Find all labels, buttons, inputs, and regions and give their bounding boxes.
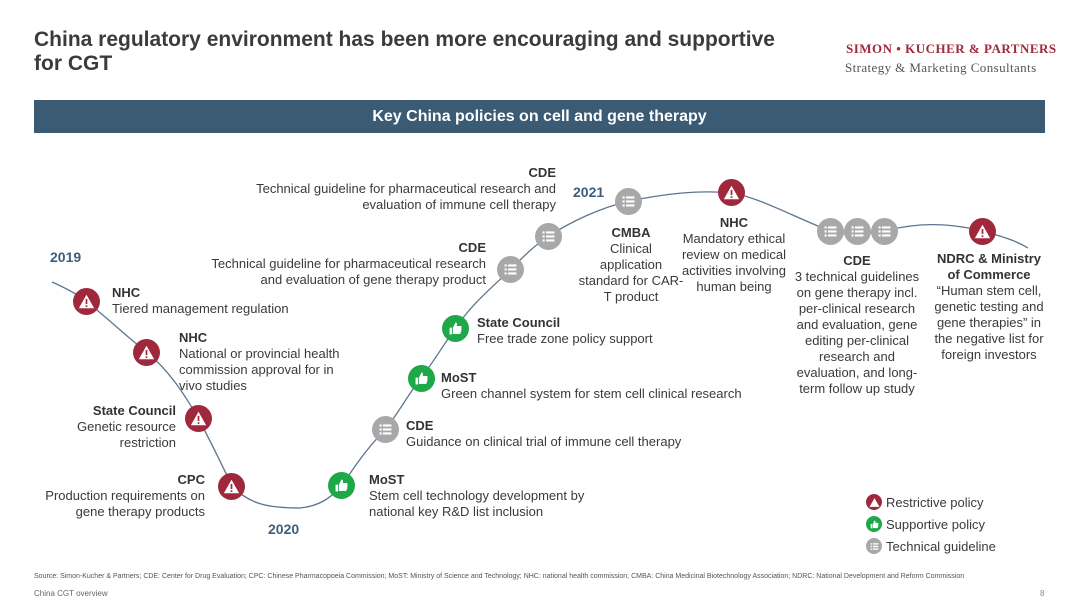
event-cde-three-guidelines: CDE 3 technical guidelines on gene therap… <box>794 253 920 396</box>
supportive-icon <box>328 472 355 499</box>
supportive-icon <box>408 365 435 392</box>
guideline-icon <box>372 416 399 443</box>
restrictive-icon <box>866 494 882 510</box>
guideline-icon <box>535 223 562 250</box>
guideline-icon <box>871 218 898 245</box>
restrictive-icon <box>969 218 996 245</box>
legend-guideline: Technical guideline <box>866 538 996 554</box>
legend-supportive: Supportive policy <box>866 516 985 532</box>
guideline-icon <box>615 188 642 215</box>
legend: Restrictive policy Supportive policy Tec… <box>866 494 1036 560</box>
event-cmba-car-t: CMBA Clinical application standard for CA… <box>578 225 684 304</box>
restrictive-icon <box>185 405 212 432</box>
legend-restrictive: Restrictive policy <box>866 494 984 510</box>
restrictive-icon <box>73 288 100 315</box>
event-nhc-tiered: NHC Tiered management regulation <box>112 285 289 316</box>
brand-logo: SIMON • KUCHER & PARTNERS <box>846 41 1057 56</box>
guideline-icon <box>844 218 871 245</box>
guideline-icon <box>497 256 524 283</box>
guideline-icon <box>817 218 844 245</box>
event-cde-immune-cell: CDE Technical guideline for pharmaceutica… <box>256 165 556 212</box>
source-footnote: Source: Simon-Kucher & Partners; CDE: Ce… <box>34 573 965 580</box>
event-state-council-genetic: State Council Genetic resource restrictio… <box>77 403 176 450</box>
year-2021: 2021 <box>573 184 605 200</box>
restrictive-icon <box>218 473 245 500</box>
section-banner: Key China policies on cell and gene ther… <box>34 100 1045 133</box>
guideline-icon <box>866 538 882 554</box>
restrictive-icon <box>718 179 745 206</box>
brand-tagline: Strategy & Marketing Consultants <box>845 60 1037 75</box>
year-2020: 2020 <box>268 521 300 537</box>
event-state-council-ftz: State Council Free trade zone policy supp… <box>477 315 653 346</box>
event-cde-immune-guidance: CDE Guidance on clinical trial of immune … <box>406 418 682 449</box>
page-number: 8 <box>1040 589 1045 598</box>
year-2019: 2019 <box>50 249 82 265</box>
page-title: China regulatory environment has been mo… <box>34 28 775 75</box>
event-most-stem-cell: MoST Stem cell technology development by … <box>369 472 585 519</box>
event-cpc-production: CPC Production requirements on gene thera… <box>45 472 205 519</box>
supportive-icon <box>866 516 882 532</box>
restrictive-icon <box>133 339 160 366</box>
footer-label: China CGT overview <box>34 589 108 598</box>
event-cde-gene-therapy: CDE Technical guideline for pharmaceutica… <box>211 240 486 287</box>
event-most-green-channel: MoST Green channel system for stem cell c… <box>441 370 742 401</box>
supportive-icon <box>442 315 469 342</box>
event-ndrc-negative-list: NDRC & Ministry of Commerce “Human stem c… <box>934 251 1044 362</box>
event-nhc-ethical-review: NHC Mandatory ethical review on medical a… <box>681 215 787 294</box>
event-nhc-approval: NHC National or provincial health commiss… <box>179 330 340 393</box>
